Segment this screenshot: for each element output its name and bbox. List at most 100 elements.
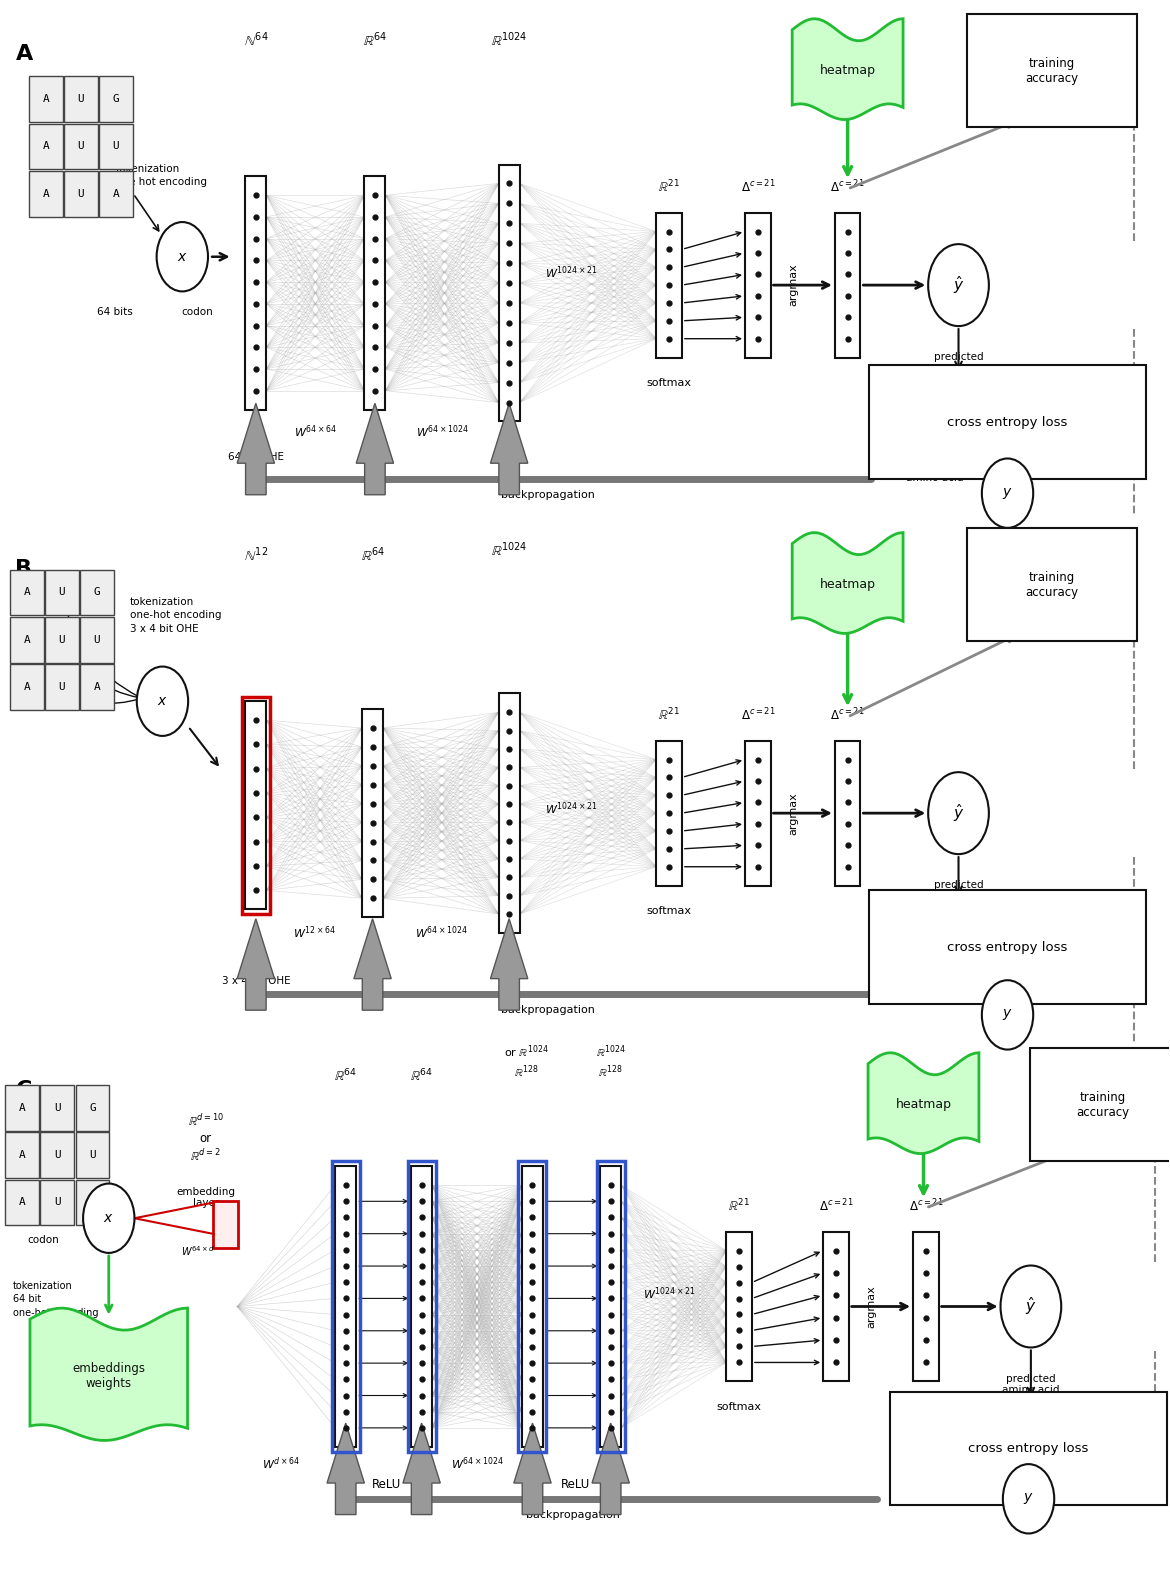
FancyBboxPatch shape bbox=[76, 1132, 109, 1178]
Text: predicted
amino acid: predicted amino acid bbox=[930, 352, 987, 374]
Text: U: U bbox=[58, 587, 66, 597]
FancyBboxPatch shape bbox=[76, 1180, 109, 1225]
FancyBboxPatch shape bbox=[834, 213, 860, 357]
Circle shape bbox=[928, 772, 989, 854]
Text: A: A bbox=[42, 95, 49, 104]
Polygon shape bbox=[868, 1053, 979, 1154]
Text: A: A bbox=[19, 1150, 26, 1161]
Circle shape bbox=[157, 223, 208, 292]
FancyBboxPatch shape bbox=[11, 665, 44, 711]
FancyBboxPatch shape bbox=[6, 1085, 40, 1131]
Text: A: A bbox=[42, 142, 49, 152]
Text: codon: codon bbox=[181, 308, 213, 317]
Text: $x$: $x$ bbox=[103, 1211, 115, 1225]
FancyBboxPatch shape bbox=[29, 171, 63, 216]
Polygon shape bbox=[238, 403, 275, 494]
FancyBboxPatch shape bbox=[29, 123, 63, 169]
Text: backpropagation: backpropagation bbox=[501, 489, 594, 501]
Text: G: G bbox=[112, 95, 119, 104]
Text: $\mathbb{R}^{21}$: $\mathbb{R}^{21}$ bbox=[659, 178, 680, 196]
Text: tokenization
64 bit
one-hot encoding: tokenization 64 bit one-hot encoding bbox=[13, 1281, 98, 1318]
Text: A: A bbox=[112, 188, 119, 199]
FancyBboxPatch shape bbox=[336, 1167, 356, 1446]
FancyBboxPatch shape bbox=[889, 1391, 1168, 1505]
Text: 64 bits: 64 bits bbox=[97, 308, 132, 317]
Text: or $\mathbb{R}^{1024}$
$\mathbb{R}^{128}$: or $\mathbb{R}^{1024}$ $\mathbb{R}^{128}… bbox=[504, 1044, 549, 1080]
Circle shape bbox=[982, 981, 1033, 1050]
Text: $\mathbb{N}^{12}$: $\mathbb{N}^{12}$ bbox=[243, 545, 268, 564]
FancyBboxPatch shape bbox=[656, 741, 682, 886]
Polygon shape bbox=[490, 919, 528, 1011]
FancyBboxPatch shape bbox=[213, 1202, 239, 1247]
Text: G: G bbox=[89, 1102, 96, 1113]
Text: $\mathbb{R}^{64}$: $\mathbb{R}^{64}$ bbox=[363, 30, 387, 49]
FancyBboxPatch shape bbox=[246, 701, 267, 910]
Text: $\hat{y}$: $\hat{y}$ bbox=[1025, 1295, 1037, 1317]
Text: $W^{12\times64}$: $W^{12\times64}$ bbox=[292, 924, 336, 941]
Text: backpropagation: backpropagation bbox=[501, 1006, 594, 1015]
Text: U: U bbox=[58, 682, 66, 692]
Text: A: A bbox=[23, 635, 30, 644]
Text: $W^{64\times1024}$: $W^{64\times1024}$ bbox=[414, 924, 467, 941]
Text: ground truth
amino acid: ground truth amino acid bbox=[902, 982, 969, 1004]
FancyBboxPatch shape bbox=[246, 177, 267, 409]
Text: $\mathbb{R}^{d=10}$
or
$\mathbb{R}^{d=2}$: $\mathbb{R}^{d=10}$ or $\mathbb{R}^{d=2}… bbox=[187, 1113, 223, 1164]
Text: A: A bbox=[23, 587, 30, 597]
FancyBboxPatch shape bbox=[41, 1132, 75, 1178]
FancyBboxPatch shape bbox=[745, 213, 771, 357]
Text: codon: codon bbox=[27, 1235, 58, 1246]
Polygon shape bbox=[402, 1423, 440, 1514]
Text: $\Delta^{c=21}$: $\Delta^{c=21}$ bbox=[831, 178, 865, 196]
FancyBboxPatch shape bbox=[98, 76, 132, 122]
Text: U: U bbox=[77, 95, 84, 104]
Text: 64 bit OHE: 64 bit OHE bbox=[228, 452, 284, 463]
Text: training
accuracy: training accuracy bbox=[1025, 57, 1079, 85]
Text: cross entropy loss: cross entropy loss bbox=[969, 1442, 1089, 1454]
Text: tokenization
one hot encoding: tokenization one hot encoding bbox=[116, 164, 207, 186]
Text: U: U bbox=[58, 635, 66, 644]
Text: C: C bbox=[15, 1080, 32, 1099]
Text: U: U bbox=[54, 1197, 61, 1208]
Text: $W^{64\times1024}$: $W^{64\times1024}$ bbox=[415, 423, 468, 441]
Text: predicted
amino acid: predicted amino acid bbox=[1003, 1374, 1060, 1396]
Polygon shape bbox=[356, 403, 393, 494]
Text: U: U bbox=[94, 635, 101, 644]
Text: $x$: $x$ bbox=[177, 249, 187, 264]
Polygon shape bbox=[592, 1423, 629, 1514]
Text: U: U bbox=[89, 1150, 96, 1161]
Text: heatmap: heatmap bbox=[820, 578, 875, 591]
Text: $W^{1024\times21}$: $W^{1024\times21}$ bbox=[545, 264, 598, 281]
Polygon shape bbox=[792, 19, 903, 120]
FancyBboxPatch shape bbox=[41, 1180, 75, 1225]
Text: $\hat{y}$: $\hat{y}$ bbox=[952, 802, 964, 824]
FancyBboxPatch shape bbox=[600, 1167, 621, 1446]
Text: $y$: $y$ bbox=[1024, 1491, 1034, 1506]
Text: cross entropy loss: cross entropy loss bbox=[948, 941, 1068, 954]
FancyBboxPatch shape bbox=[498, 693, 519, 933]
Circle shape bbox=[83, 1184, 135, 1252]
FancyBboxPatch shape bbox=[98, 123, 132, 169]
FancyBboxPatch shape bbox=[6, 1132, 40, 1178]
Text: A: A bbox=[42, 188, 49, 199]
Text: $\mathbb{R}^{21}$: $\mathbb{R}^{21}$ bbox=[728, 1197, 750, 1214]
Text: tokenization
one-hot encoding
3 x 4 bit OHE: tokenization one-hot encoding 3 x 4 bit … bbox=[130, 597, 221, 633]
Text: $\hat{y}$: $\hat{y}$ bbox=[952, 275, 964, 297]
Text: cross entropy loss: cross entropy loss bbox=[948, 415, 1068, 429]
Text: $\mathbb{R}^{64}$: $\mathbb{R}^{64}$ bbox=[360, 545, 385, 564]
Text: $\Delta^{c=21}$: $\Delta^{c=21}$ bbox=[909, 1197, 943, 1214]
Polygon shape bbox=[328, 1423, 364, 1514]
FancyBboxPatch shape bbox=[46, 617, 80, 663]
Text: $y$: $y$ bbox=[1003, 1007, 1013, 1022]
FancyBboxPatch shape bbox=[522, 1167, 543, 1446]
Polygon shape bbox=[490, 403, 528, 494]
Polygon shape bbox=[353, 919, 391, 1011]
Text: $\mathbb{R}^{64}$: $\mathbb{R}^{64}$ bbox=[410, 1067, 433, 1085]
Text: $\Delta^{c=21}$: $\Delta^{c=21}$ bbox=[831, 706, 865, 723]
Text: A: A bbox=[15, 44, 33, 63]
Text: U: U bbox=[54, 1150, 61, 1161]
Text: G: G bbox=[94, 587, 101, 597]
Text: ground truth
amino acid: ground truth amino acid bbox=[902, 461, 969, 483]
FancyBboxPatch shape bbox=[81, 665, 113, 711]
FancyBboxPatch shape bbox=[411, 1167, 432, 1446]
FancyBboxPatch shape bbox=[11, 570, 44, 616]
